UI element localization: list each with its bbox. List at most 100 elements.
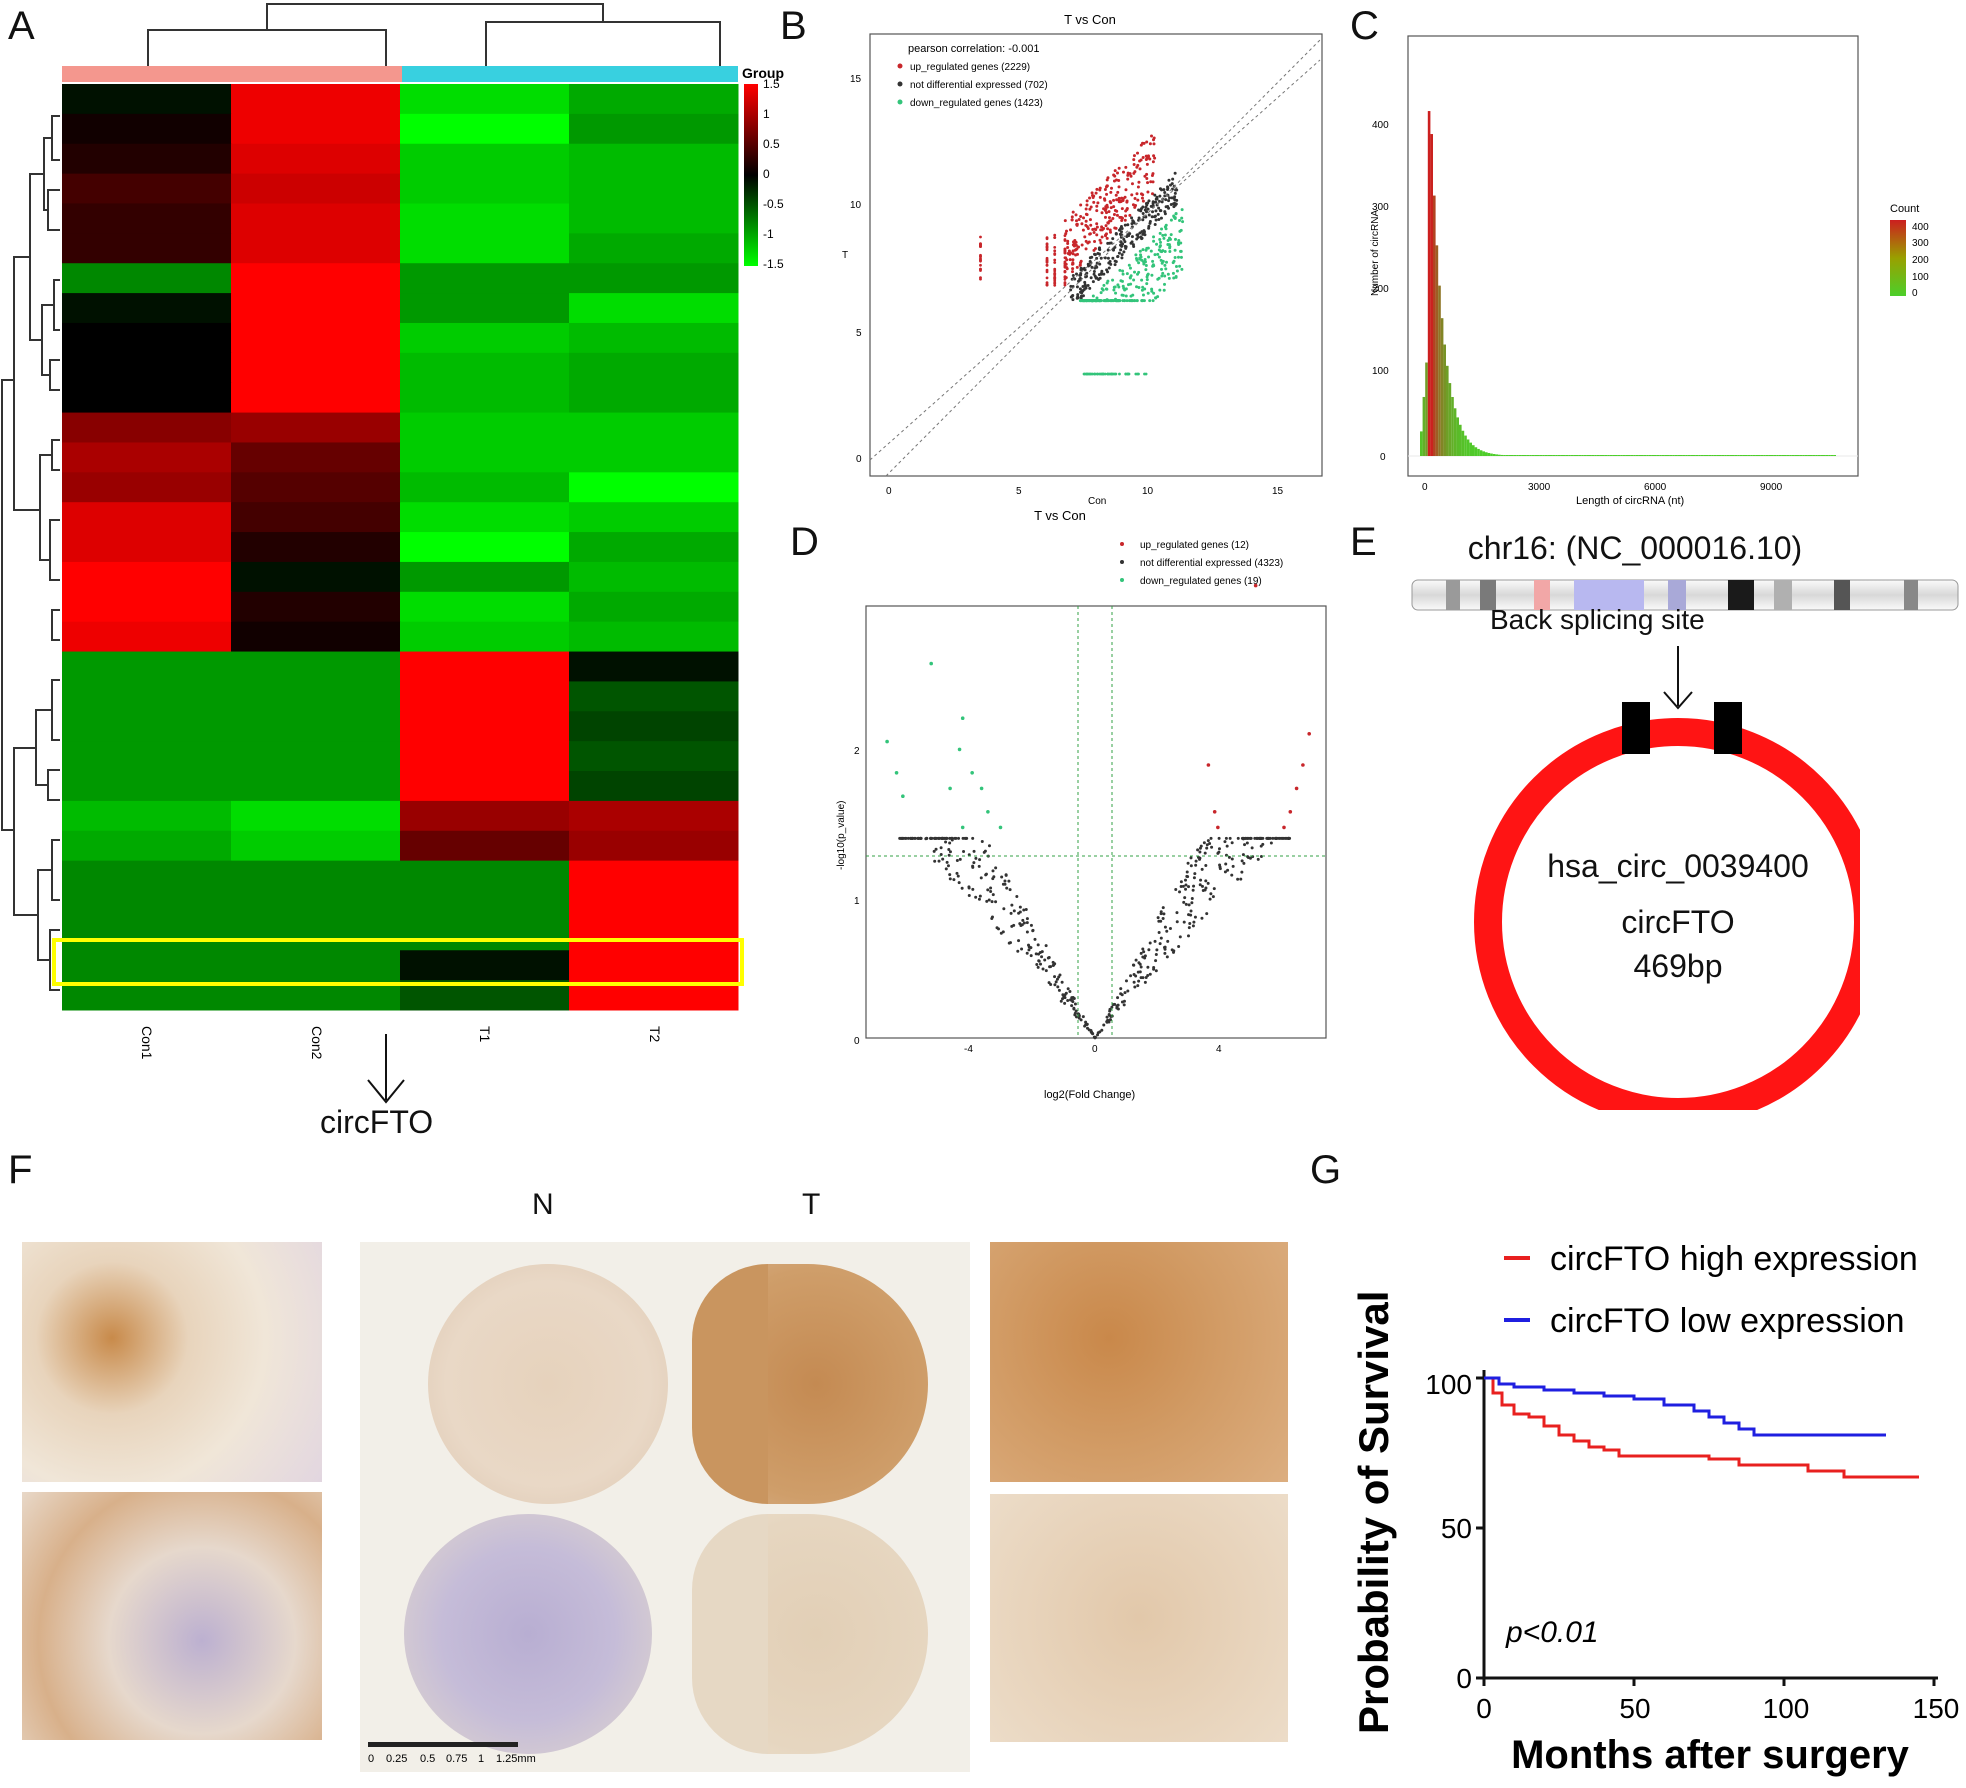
histogram-bar [1648, 455, 1652, 456]
histogram-bar [1591, 455, 1595, 456]
volcano-point [1210, 845, 1214, 849]
heatmap-cell [231, 502, 401, 533]
scatter-point [1099, 241, 1103, 245]
scatter-point [1084, 223, 1088, 227]
scatter-point [1045, 270, 1049, 274]
scatter-point [979, 267, 982, 271]
colorbar-tick: -0.5 [763, 197, 784, 211]
heatmap-cell [569, 741, 739, 772]
heatmap-cell [569, 950, 739, 981]
volcano-point [1024, 907, 1028, 911]
volcano-point [958, 857, 962, 861]
scatter-point [1166, 272, 1170, 276]
histogram-bar [1430, 134, 1433, 456]
label-tumor: T [802, 1188, 821, 1221]
scatter-point [1079, 203, 1083, 207]
volcano-point [1288, 810, 1293, 814]
histogram-bar [1602, 455, 1605, 456]
volcano-point [1077, 1016, 1081, 1020]
volcano-point [1190, 897, 1194, 901]
volcano-point [1265, 836, 1269, 840]
exon-block [1714, 702, 1742, 754]
heatmap-cell [62, 263, 232, 294]
volcano-point [1206, 763, 1211, 767]
heatmap-cell [231, 173, 401, 204]
scatter-point [1130, 299, 1134, 303]
scatter-point [1141, 299, 1145, 303]
count-colorbar [1890, 220, 1906, 296]
scatter-point [1150, 173, 1154, 177]
scatter-point [1108, 228, 1112, 232]
histogram-bar [1573, 455, 1576, 456]
histogram-bar [1612, 455, 1615, 456]
volcano-point [1175, 911, 1179, 915]
volcano-point [1129, 974, 1133, 978]
scatter-point [1066, 241, 1070, 245]
volcano-point [947, 847, 951, 851]
scatter-point [1145, 162, 1149, 166]
scatter-point [1146, 190, 1150, 194]
scatter-point [1132, 162, 1136, 166]
scatter-point [1053, 245, 1057, 249]
scatter-point [1125, 234, 1129, 238]
scatter-xlabel: Con [1088, 496, 1106, 507]
scatter-point [1045, 236, 1049, 240]
volcano-point [1230, 857, 1234, 861]
histogram-bar [1789, 455, 1792, 456]
histogram-bar [1664, 455, 1667, 456]
scatter-point [1103, 187, 1107, 191]
scatter-point [1174, 264, 1178, 268]
volcano-point [1020, 947, 1024, 951]
volcano-point [1187, 926, 1191, 930]
scatter-point [1150, 134, 1154, 138]
scatter-point [1092, 269, 1096, 273]
scatter-point [1175, 269, 1179, 273]
scatter-point [1112, 205, 1116, 209]
scatter-point [1140, 278, 1144, 282]
volcano-point [982, 850, 986, 854]
heatmap-cell [231, 681, 401, 712]
volcano-point [1205, 843, 1209, 847]
scatter-point [1160, 200, 1164, 204]
volcano-point [1001, 930, 1005, 934]
volcano-xlabel: log2(Fold Change) [1044, 1089, 1135, 1101]
scatter-point [1100, 225, 1104, 229]
heatmap-cell [231, 293, 401, 324]
volcano-point [955, 871, 959, 875]
heatmap-cell [62, 233, 232, 264]
scatter-point [1133, 270, 1137, 274]
scatter-point [1086, 241, 1090, 245]
column-dendrogram [147, 3, 721, 66]
histogram-bar [1498, 454, 1501, 456]
volcano-point [945, 860, 949, 864]
volcano-point [944, 840, 948, 844]
histogram-bar [1830, 455, 1834, 456]
volcano-point [1253, 583, 1258, 588]
scatter-point [1078, 287, 1082, 291]
heatmap-cell [569, 412, 739, 443]
scatter-point [1095, 187, 1099, 191]
volcano-point [945, 836, 949, 840]
histogram-bar [1420, 431, 1423, 456]
column-label-con1: Con1 [139, 1026, 155, 1060]
scatter-point [979, 235, 982, 239]
volcano-point [1046, 956, 1050, 960]
volcano-point [991, 893, 995, 897]
volcano-point [929, 836, 933, 840]
scatter-point [1125, 199, 1129, 203]
histogram-bar [1565, 455, 1569, 456]
scatter-point [1171, 177, 1175, 181]
volcano-point [994, 900, 998, 904]
splice-arrow-icon [1663, 646, 1693, 710]
scatter-point [1080, 243, 1084, 247]
scatter-point [1124, 209, 1128, 213]
centromere-band [1534, 580, 1550, 610]
scatter-point [1138, 167, 1142, 171]
scatter-point [1137, 216, 1141, 220]
heatmap-cell [62, 203, 232, 234]
histogram-bar [1500, 454, 1504, 456]
volcano-point [1177, 944, 1181, 948]
heatmap-cell [400, 263, 570, 294]
scatter-point [1146, 181, 1150, 185]
panel-label-g: G [1310, 1148, 1342, 1192]
